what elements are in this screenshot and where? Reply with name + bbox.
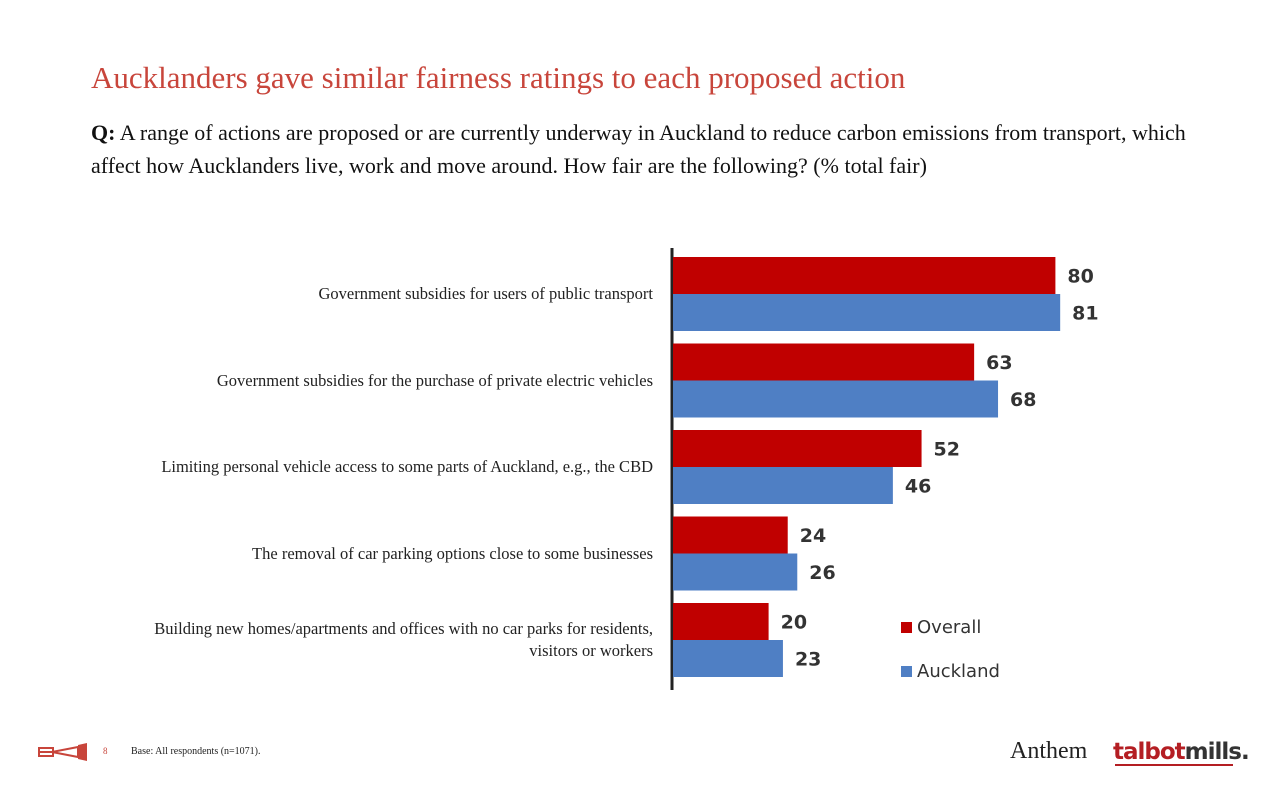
category-label: Government subsidies for users of public… [318, 284, 653, 303]
question-text: Q: A range of actions are proposed or ar… [91, 116, 1201, 182]
bar-overall [673, 343, 975, 381]
horn-icon [38, 743, 88, 761]
bar-overall [673, 603, 769, 640]
data-label-auckland: 46 [905, 476, 931, 498]
talbotmills-logo-part1: talbot [1113, 739, 1186, 765]
data-label-overall: 52 [934, 439, 960, 461]
base-note: Base: All respondents (n=1071). [131, 746, 261, 757]
question-prefix: Q: [91, 120, 116, 145]
legend-label-overall: Overall [917, 617, 981, 638]
legend-swatch-overall [901, 622, 912, 633]
page-number: 8 [103, 746, 108, 756]
category-label: Government subsidies for the purchase of… [216, 370, 653, 390]
data-label-overall: 63 [986, 352, 1012, 374]
bar-auckland [673, 467, 893, 504]
data-label-overall: 80 [1067, 266, 1093, 288]
bar-overall [673, 257, 1056, 294]
talbotmills-logo: talbotmills. [1113, 739, 1250, 765]
data-label-overall: 24 [800, 525, 826, 547]
bar-auckland [673, 380, 999, 418]
bar-auckland [673, 294, 1061, 331]
talbotmills-underline [1115, 764, 1233, 766]
data-label-auckland: 81 [1072, 303, 1098, 325]
talbotmills-logo-part2: mills. [1184, 739, 1250, 765]
anthem-logo: Anthem [1010, 738, 1088, 764]
page-title: Aucklanders gave similar fairness rating… [91, 60, 906, 95]
category-label: The removal of car parking options close… [252, 543, 653, 563]
data-label-overall: 20 [781, 612, 807, 634]
bar-auckland [673, 640, 783, 677]
bar-overall [673, 516, 788, 554]
data-label-auckland: 26 [809, 562, 835, 584]
bar-auckland [673, 553, 798, 591]
legend-label-auckland: Auckland [917, 661, 1000, 682]
question-body: A range of actions are proposed or are c… [91, 120, 1186, 178]
category-label: Building new homes/apartments and office… [154, 619, 653, 660]
bar-overall [673, 430, 922, 467]
data-label-auckland: 68 [1010, 389, 1036, 411]
data-label-auckland: 23 [795, 649, 821, 671]
legend-swatch-auckland [901, 666, 912, 677]
category-label: Limiting personal vehicle access to some… [161, 457, 653, 476]
